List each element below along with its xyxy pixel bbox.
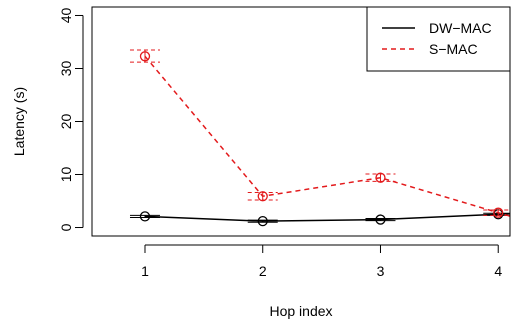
series-clip-group [129, 49, 510, 227]
series-line [144, 212, 510, 222]
series-1 [129, 49, 510, 218]
data-point [139, 211, 151, 222]
data-point [375, 172, 386, 183]
data-point [257, 216, 268, 227]
x-tick-label: 3 [377, 263, 385, 279]
plot-area [91, 6, 511, 237]
data-point [257, 191, 268, 202]
y-tick-label: 0 [58, 223, 74, 231]
y-tick-label: 30 [58, 60, 74, 76]
plot-frame [91, 6, 511, 237]
series-line [144, 55, 510, 217]
x-axis-label: Hop index [269, 303, 332, 319]
x-tick-label: 1 [141, 263, 149, 279]
y-tick-label: 20 [58, 114, 74, 130]
legend-label: DW−MAC [429, 20, 492, 36]
data-point [139, 51, 151, 62]
series-layer [129, 49, 510, 227]
y-tick-label: 10 [58, 167, 74, 183]
legend-label: S−MAC [429, 41, 478, 57]
y-axis: 0 10 20 30 40 [58, 7, 84, 231]
y-tick-label: 40 [58, 7, 74, 23]
data-point [493, 207, 504, 218]
x-tick-label: 4 [494, 263, 502, 279]
legend: DW−MAC S−MAC [366, 6, 511, 72]
y-axis-label: Latency (s) [11, 87, 27, 156]
series-0 [129, 209, 510, 227]
legend-box [366, 6, 511, 72]
x-tick-label: 2 [259, 263, 267, 279]
data-point [375, 214, 386, 225]
x-axis: 1 2 3 4 [141, 244, 502, 279]
